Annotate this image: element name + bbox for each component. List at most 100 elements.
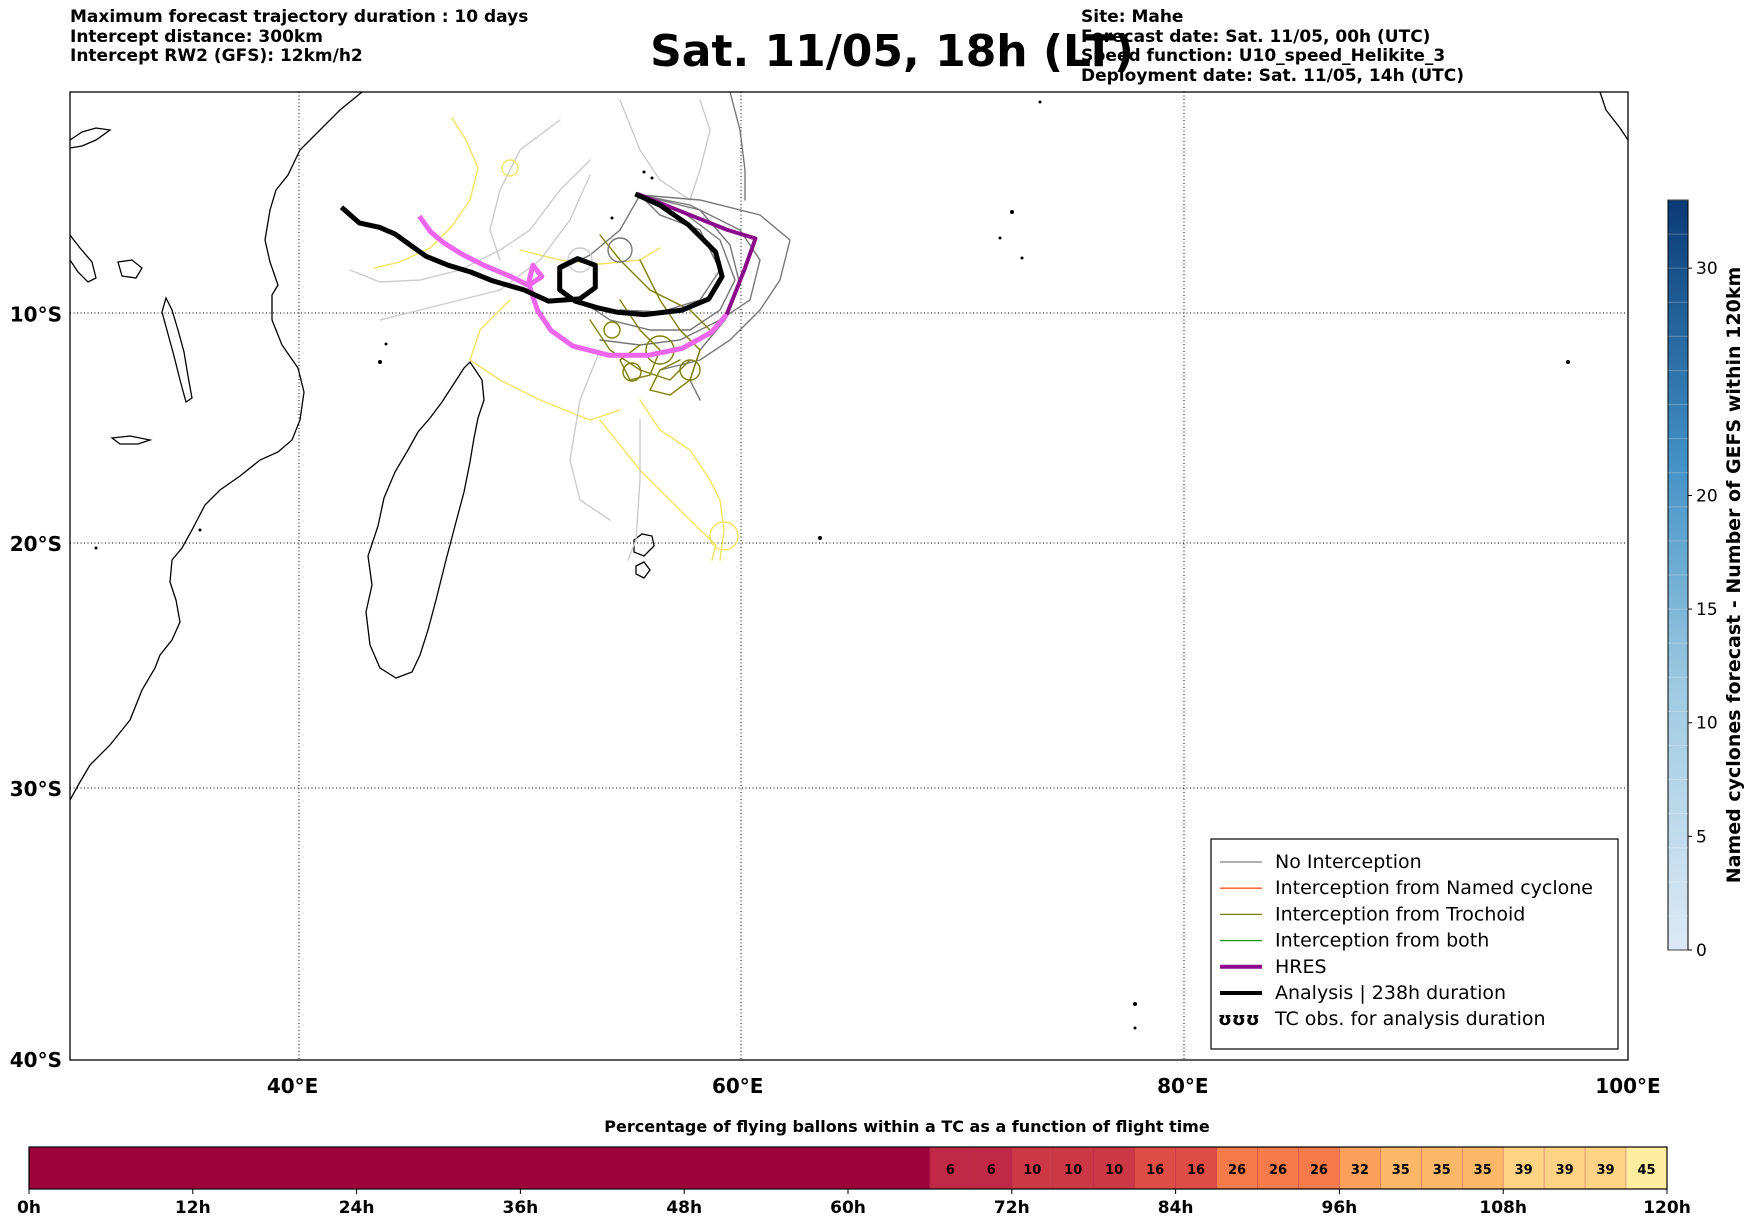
map-area [70, 92, 1628, 1060]
trajectory-dark-gray [639, 194, 791, 371]
trajectory-light-gray-loop [567, 247, 593, 273]
bottom-colorbar-cell [1625, 1146, 1668, 1190]
lat-tick-label: 10°S [10, 303, 62, 327]
header-right: Site: Mahe Forecast date: Sat. 11/05, 00… [1081, 7, 1464, 86]
trajectory-dark-gray-loop [607, 237, 633, 263]
lat-tick-label: 40°S [10, 1048, 62, 1072]
bottom-colorbar-tick-label: 96h [1322, 1198, 1358, 1218]
bottom-colorbar-cell [1543, 1146, 1586, 1190]
bottom-colorbar-tick-label: 120h [1643, 1198, 1691, 1218]
lon-tick-label: 40°E [267, 1074, 319, 1098]
trajectory-light-gray [349, 159, 591, 283]
legend-symbol-tc-obs: ʊʊʊ [1218, 1009, 1260, 1030]
lat-tick-label: 20°S [10, 532, 62, 556]
bottom-colorbar-tick-label: 84h [1158, 1198, 1194, 1218]
bottom-colorbar-ticks: 0h 12h 24h 36h 48h 60h 72h 84h 96h 108h 120h [17, 1189, 1691, 1218]
lon-tick-label: 80°E [1157, 1074, 1209, 1098]
trajectory-dark-gray [729, 92, 746, 201]
right-colorbar-tick-label: 10 [1696, 714, 1718, 734]
island [998, 236, 1002, 240]
bottom-colorbar-tick-label: 24h [339, 1198, 375, 1218]
header-left: Maximum forecast trajectory duration : 1… [70, 7, 528, 67]
legend-entry-label: TC obs. for analysis duration [1274, 1008, 1546, 1030]
island [1133, 1026, 1137, 1030]
bottom-colorbar-cell-value: 26 [1269, 1163, 1287, 1178]
trajectory-yellow [599, 419, 717, 561]
coastlines [70, 92, 655, 801]
bottom-colorbar-cell-value: 16 [1187, 1163, 1205, 1178]
gridlines [70, 92, 1628, 1060]
bottom-colorbar-cell-value: 6 [987, 1163, 996, 1178]
right-colorbar-tick-label: 0 [1696, 941, 1707, 961]
bottom-colorbar-cell-value: 6 [946, 1163, 955, 1178]
bottom-colorbar-cells: 6 6 10 10 10 16 16 26 26 26 32 35 35 35 39 39 39 45 [29, 1146, 1668, 1190]
bottom-colorbar-cell-value: 10 [1023, 1163, 1041, 1178]
lon-tick-label: 60°E [712, 1074, 764, 1098]
island [384, 342, 388, 346]
trajectory-olive [619, 299, 661, 381]
right-colorbar-tick-label: 30 [1696, 259, 1718, 279]
right-colorbar-label: Named cyclones forecast - Number of GEFS… [1723, 267, 1745, 884]
trajectory-yellow [519, 247, 661, 265]
bottom-colorbar-cell [1339, 1146, 1381, 1190]
bottom-colorbar-cell [1216, 1146, 1258, 1190]
trajectory-olive [599, 234, 711, 331]
island [610, 216, 614, 220]
bottom-colorbar-cell [1011, 1146, 1054, 1190]
bottom-colorbar: 6 6 10 10 10 16 16 26 26 26 32 35 35 35 39 39 39 45 0h 12h… [17, 1146, 1691, 1218]
bottom-colorbar-tick-label: 0h [17, 1198, 41, 1218]
indonesia-coastline [1599, 92, 1628, 141]
madagascar-coastline [365, 360, 485, 679]
map-title: Sat. 11/05, 18h (LT) [650, 26, 1134, 77]
island [1038, 100, 1042, 104]
legend-entry-label: HRES [1275, 956, 1327, 978]
bottom-colorbar-cell-value: 35 [1392, 1163, 1410, 1178]
right-colorbar-gradient [1667, 199, 1689, 951]
trajectory-yellow [373, 117, 479, 269]
right-colorbar-tick-label: 20 [1696, 486, 1718, 506]
lat-tick-labels: 10°S 20°S 30°S 40°S [10, 303, 62, 1072]
bottom-colorbar-cell [1298, 1146, 1340, 1190]
trajectory-olive-loop [679, 359, 701, 381]
trajectory-light-gray [569, 349, 611, 521]
trajectory-yellow-loop [501, 159, 519, 177]
header-left-line: Intercept RW2 (GFS): 12km/h2 [70, 46, 363, 66]
right-colorbar-tick-label: 15 [1696, 600, 1718, 620]
bottom-colorbar-cell [1380, 1146, 1422, 1190]
bottom-colorbar-cell-value: 16 [1146, 1163, 1164, 1178]
right-colorbar-ticks: 0 5 10 15 20 30 [1688, 259, 1718, 961]
bottom-colorbar-title: Percentage of flying ballons within a TC… [604, 1117, 1210, 1136]
bottom-colorbar-tick-label: 48h [666, 1198, 702, 1218]
legend-entry-label: Interception from Trochoid [1275, 903, 1525, 925]
island [1566, 360, 1570, 364]
island [1010, 210, 1014, 214]
bottom-colorbar-cell-value: 32 [1351, 1163, 1369, 1178]
bottom-colorbar-cell [1175, 1146, 1217, 1190]
bottom-colorbar-tick-label: 36h [503, 1198, 539, 1218]
bottom-colorbar-cell-value: 45 [1637, 1163, 1655, 1178]
hres-track [636, 192, 758, 316]
legend: No Interception Interception from Named c… [1210, 838, 1619, 1050]
trajectory-yellow [469, 299, 621, 421]
legend-entry-label: Analysis | 238h duration [1275, 982, 1506, 1004]
bottom-colorbar-tick-label: 12h [175, 1198, 211, 1218]
bottom-colorbar-cell-value: 26 [1228, 1163, 1246, 1178]
trajectory-olive-loop [603, 321, 621, 339]
bottom-colorbar-cell-value: 10 [1105, 1163, 1123, 1178]
legend-entry-label: Interception from Named cyclone [1275, 877, 1593, 899]
right-colorbar-bands [1668, 199, 1688, 951]
hres-track-tail [417, 214, 729, 358]
bottom-colorbar-cell-value: 10 [1064, 1163, 1082, 1178]
trajectory-olive [589, 319, 691, 381]
trajectory-yellow-loop [709, 521, 739, 551]
small-islands [94, 100, 1570, 1030]
trajectory-light-gray [627, 419, 641, 561]
island [378, 360, 382, 364]
header-right-line: Forecast date: Sat. 11/05, 00h (UTC) [1081, 26, 1431, 47]
bottom-colorbar-cell [1093, 1146, 1135, 1190]
trajectory-light-gray [489, 119, 561, 261]
legend-entry-label: No Interception [1275, 851, 1422, 873]
ensemble-trajectories [349, 92, 791, 561]
island [1020, 256, 1024, 260]
